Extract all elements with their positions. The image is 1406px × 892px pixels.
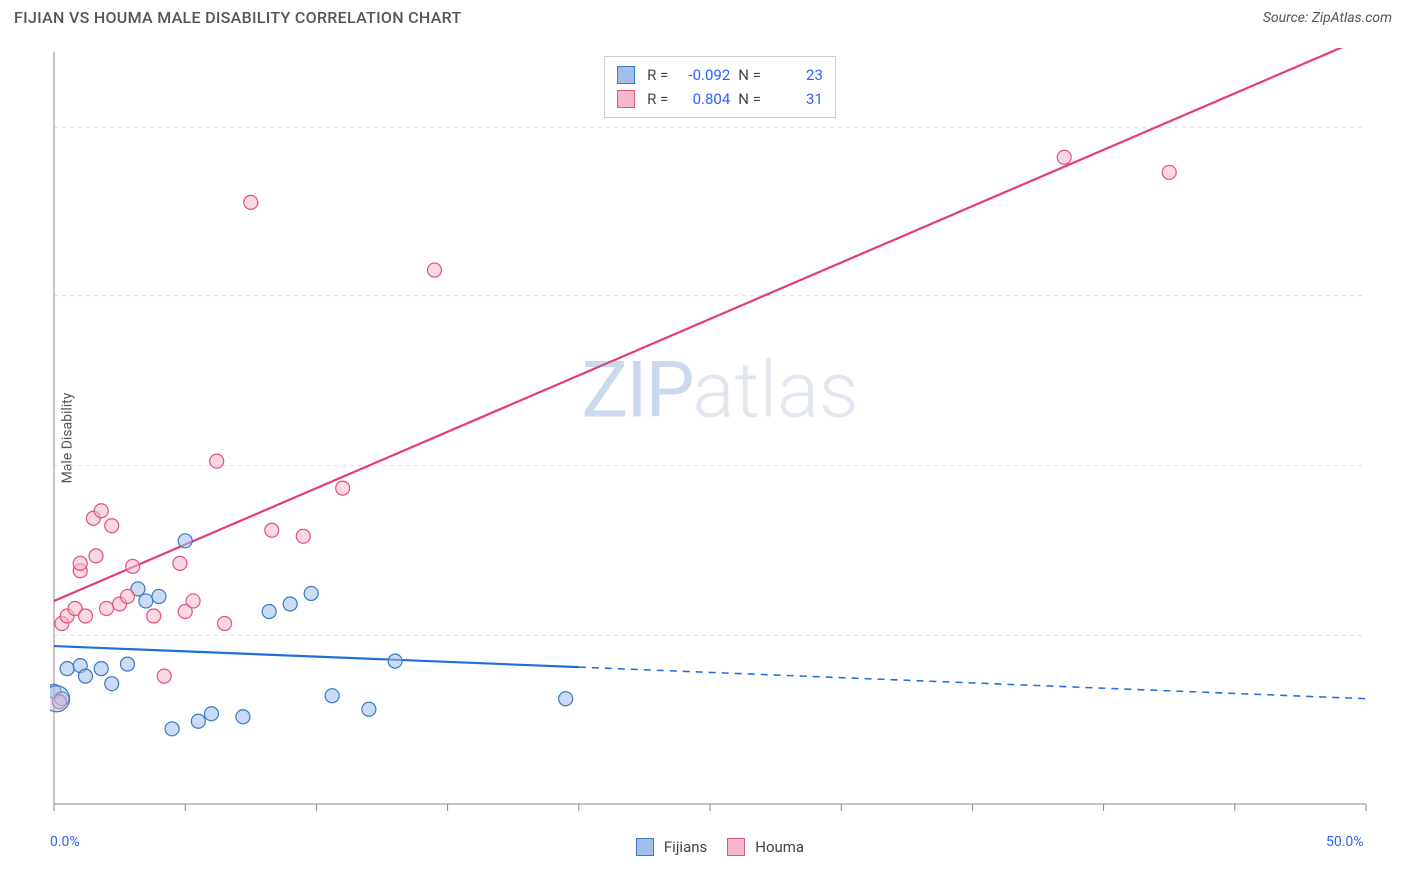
legend-item: Fijians (636, 838, 707, 856)
stat-r-label: R = (647, 63, 668, 87)
chart-header: FIJIAN VS HOUMA MALE DISABILITY CORRELAT… (0, 0, 1406, 31)
scatter-plot (50, 48, 1390, 828)
bottom-legend: Fijians Houma (50, 838, 1390, 856)
y-tick-label: 38.8% (1392, 294, 1406, 310)
y-tick-label: 50.0% (1392, 125, 1406, 141)
swatch-icon (617, 66, 635, 84)
stat-n-value: 23 (769, 63, 823, 87)
stat-n-label: N = (738, 87, 761, 111)
legend-label: Fijians (664, 838, 707, 856)
stats-row: R = 0.804 N = 31 (617, 87, 823, 111)
stat-r-value: -0.092 (676, 63, 730, 87)
swatch-icon (636, 838, 654, 856)
chart-title: FIJIAN VS HOUMA MALE DISABILITY CORRELAT… (14, 8, 462, 27)
legend-item: Houma (727, 838, 804, 856)
stat-n-label: N = (738, 63, 761, 87)
stats-row: R = -0.092 N = 23 (617, 63, 823, 87)
y-tick-label: 16.2% (1392, 634, 1406, 650)
y-tick-label: 27.5% (1392, 464, 1406, 480)
legend-label: Houma (755, 838, 804, 856)
stats-box: R = -0.092 N = 23 R = 0.804 N = 31 (604, 56, 836, 118)
swatch-icon (617, 90, 635, 108)
stat-n-value: 31 (769, 87, 823, 111)
stat-r-label: R = (647, 87, 668, 111)
stat-r-value: 0.804 (676, 87, 730, 111)
swatch-icon (727, 838, 745, 856)
chart-source: Source: ZipAtlas.com (1263, 10, 1392, 26)
chart-area: Male Disability ZIPatlas R = -0.092 N = … (50, 48, 1390, 828)
